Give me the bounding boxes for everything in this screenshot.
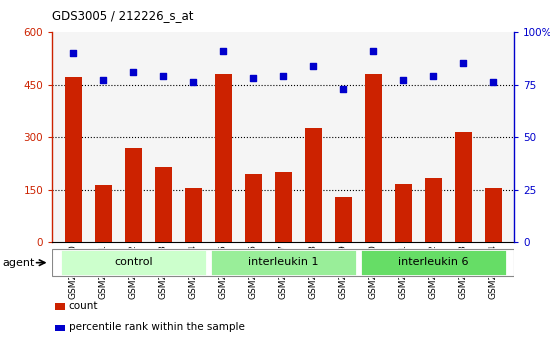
Point <box>489 80 498 85</box>
Bar <box>365 74 382 242</box>
Bar <box>245 174 261 242</box>
Bar <box>65 78 81 242</box>
Text: agent: agent <box>3 258 35 268</box>
Bar <box>335 197 351 242</box>
Bar <box>185 188 201 242</box>
Bar <box>485 188 502 242</box>
Bar <box>60 249 207 276</box>
Bar <box>210 249 357 276</box>
Point <box>429 73 438 79</box>
Bar <box>215 74 232 242</box>
Point <box>339 86 348 92</box>
Bar <box>155 167 172 242</box>
Point <box>459 61 468 66</box>
Point <box>69 50 78 56</box>
Point <box>279 73 288 79</box>
Bar <box>305 129 322 242</box>
Point <box>249 75 257 81</box>
Text: count: count <box>69 301 98 311</box>
Point <box>399 78 408 83</box>
Text: interleukin 6: interleukin 6 <box>398 257 469 267</box>
Point <box>129 69 138 75</box>
Point <box>189 80 197 85</box>
Point <box>99 78 108 83</box>
Point <box>219 48 228 54</box>
Bar <box>425 178 442 242</box>
Bar <box>275 172 292 242</box>
Bar <box>455 132 471 242</box>
Point <box>369 48 378 54</box>
Text: percentile rank within the sample: percentile rank within the sample <box>69 322 245 332</box>
Text: interleukin 1: interleukin 1 <box>248 257 318 267</box>
Bar <box>125 148 141 242</box>
Bar <box>95 185 112 242</box>
Point <box>309 63 318 68</box>
Point <box>159 73 168 79</box>
Text: control: control <box>114 257 152 267</box>
Text: GDS3005 / 212226_s_at: GDS3005 / 212226_s_at <box>52 9 194 22</box>
Bar <box>395 183 411 242</box>
Bar <box>360 249 507 276</box>
